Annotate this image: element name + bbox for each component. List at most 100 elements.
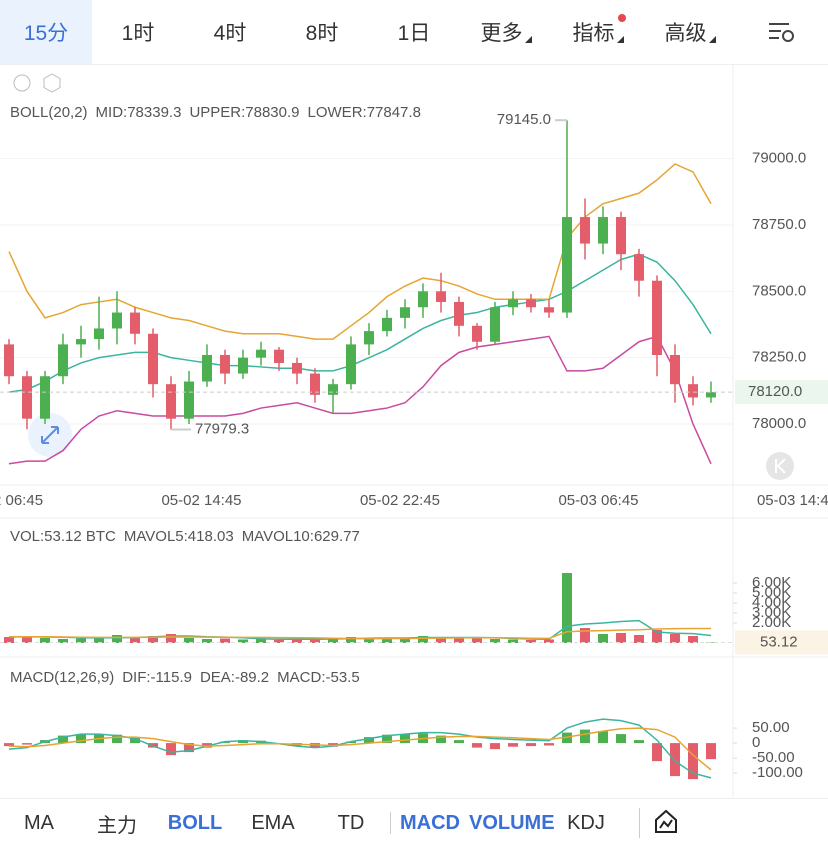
timeframe-tab[interactable]: 8时	[276, 0, 368, 64]
macd-bar	[238, 740, 248, 744]
candle-body	[688, 384, 698, 398]
indicator-line	[8, 727, 712, 771]
volume-bar	[418, 636, 428, 643]
timeframe-tab[interactable]: 更多	[460, 0, 552, 64]
candle-body	[472, 325, 482, 342]
scroll-latest-button[interactable]	[766, 452, 794, 480]
volume-bar	[526, 640, 536, 643]
volume-bar	[58, 639, 68, 643]
y-tick-label: 78000.0	[752, 415, 806, 432]
indicator-line	[8, 718, 712, 779]
indicator-tabs: MA 主力 BOLL EMA TD MACD VOLUME KDJ	[0, 798, 828, 847]
low-label: 77979.3	[195, 420, 249, 437]
y-tick-label: 79000.0	[752, 150, 806, 167]
candle-body	[22, 376, 32, 419]
macd-bar	[112, 734, 122, 744]
x-tick-label: 05-02 22:45	[360, 492, 440, 509]
timeframe-tab[interactable]: 指标	[552, 0, 644, 64]
current-volume-box	[735, 630, 828, 655]
macd-bar	[652, 743, 662, 762]
indicator-line	[8, 335, 712, 465]
tab-label: 15分	[23, 22, 69, 45]
tab-label: 4时	[213, 22, 247, 45]
candle-body	[220, 355, 230, 374]
volume-bar	[238, 639, 248, 643]
indicator-tab[interactable]: VOLUME	[469, 811, 555, 834]
y-tick-label: 6.00K	[752, 574, 791, 591]
candle-body	[112, 312, 122, 329]
indicator-tab[interactable]: MACD	[400, 811, 460, 834]
volume-bar	[454, 638, 464, 643]
settings-icon[interactable]	[43, 73, 61, 93]
timeframe-tab[interactable]: 1时	[92, 0, 184, 64]
chart-settings-button[interactable]	[736, 0, 828, 64]
legend-text: BOLL(20,2)	[10, 104, 88, 121]
dropdown-arrow	[616, 35, 624, 43]
y-tick-label: 5.00K	[752, 584, 791, 601]
volume-bar	[670, 634, 680, 643]
macd-bar	[616, 734, 626, 744]
candle-body	[508, 299, 518, 308]
y-tick-label: -50.00	[752, 749, 795, 766]
timeframe-tab[interactable]: 1日	[368, 0, 460, 64]
candle-body	[598, 217, 608, 244]
scroll-latest-icon	[775, 458, 786, 474]
candle-body	[400, 307, 410, 318]
current-price-label: 78120.0	[748, 383, 802, 400]
macd-bar	[400, 734, 410, 744]
volume-bar	[562, 573, 572, 643]
indicator-tab[interactable]: MA	[24, 811, 54, 834]
timeframe-tab[interactable]: 4时	[184, 0, 276, 64]
collapse-icon[interactable]	[13, 74, 31, 92]
candle-body	[634, 254, 644, 281]
legend-text: MID:78339.3	[96, 104, 182, 121]
settings-icon	[769, 23, 794, 42]
candle-body	[238, 357, 248, 374]
volume-bar	[112, 635, 122, 643]
drawing-tool-button[interactable]	[639, 808, 682, 838]
indicator-tab[interactable]: EMA	[251, 811, 295, 834]
indicator-line	[8, 627, 711, 640]
candle-body	[202, 355, 212, 382]
macd-bar	[4, 743, 14, 747]
indicator-tab[interactable]: KDJ	[567, 811, 605, 834]
tab-label: 8时	[305, 22, 339, 45]
candle-body	[670, 355, 680, 385]
y-tick-label: 50.00	[752, 719, 790, 736]
indicator-tab[interactable]: 主力	[97, 814, 137, 837]
x-tick-label: 05-02 06:45	[0, 492, 43, 509]
x-tick-label: 05-03 06:45	[558, 492, 638, 509]
volume-bar	[382, 638, 392, 643]
legend-text: MACD:-53.5	[277, 669, 360, 686]
indicator-tab[interactable]: BOLL	[167, 811, 223, 834]
volume-bar	[616, 633, 626, 643]
legend-text: UPPER:78830.9	[189, 104, 299, 121]
badge	[618, 14, 626, 22]
candle-body	[310, 373, 320, 395]
candle-body	[58, 344, 68, 377]
timeframe-tab[interactable]: 15分	[0, 0, 92, 64]
volume-bar	[400, 638, 410, 643]
indicator-tab[interactable]: TD	[337, 811, 365, 834]
candle-body	[76, 339, 86, 345]
dropdown-arrow	[708, 35, 716, 43]
macd-bar	[670, 743, 680, 777]
volume-bar	[184, 638, 194, 643]
volume-bar	[346, 637, 356, 643]
separator	[390, 812, 391, 834]
tab-label: 指标	[572, 22, 615, 45]
volume-bar	[94, 638, 104, 643]
macd-bar	[130, 737, 140, 744]
macd-bar	[184, 743, 194, 753]
volume-bar	[364, 638, 374, 643]
volume-bar	[490, 639, 500, 643]
macd-bar	[508, 743, 518, 747]
macd-bar	[634, 740, 644, 744]
timeframe-tab[interactable]: 高级	[644, 0, 736, 64]
macd-bar	[544, 743, 554, 746]
candle-body	[346, 344, 356, 385]
candle-body	[148, 333, 158, 385]
macd-bar	[364, 737, 374, 744]
